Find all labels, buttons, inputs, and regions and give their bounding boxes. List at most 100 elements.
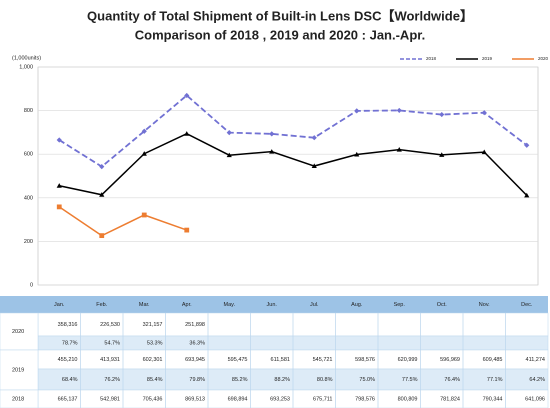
legend-label: 2020	[538, 56, 549, 61]
marker	[56, 137, 62, 143]
marker	[396, 107, 402, 114]
series-line	[58, 206, 188, 237]
row-label: 2019	[12, 367, 24, 373]
table-cell-text: 358,316	[58, 322, 78, 328]
table-cell-text: 251,898	[185, 322, 205, 328]
table-header: Apr.	[182, 302, 192, 308]
table-cell-text: 798,576	[355, 396, 375, 402]
series-line	[59, 132, 528, 196]
row-label-cell	[0, 349, 39, 391]
marker	[311, 135, 317, 141]
table-cell-text: 75.0%	[359, 377, 375, 383]
table-cell-text: 77.5%	[402, 377, 418, 383]
chart-title: Quantity of Total Shipment of Built-in L…	[87, 8, 473, 23]
marker	[141, 212, 147, 218]
table-cell-text: 53.3%	[147, 340, 163, 346]
table-cell-text: 611,581	[271, 357, 290, 363]
marker	[99, 233, 105, 239]
y-tick-label: 400	[24, 195, 33, 201]
marker	[269, 131, 275, 137]
table-cell-text: 598,576	[355, 357, 375, 363]
y-tick-label: 600	[24, 152, 33, 158]
table-header: Jun.	[267, 302, 278, 308]
series-line	[58, 94, 528, 168]
table-header: Oct.	[437, 302, 448, 308]
table-cell-text: 542,981	[100, 396, 120, 402]
table-cell-text: 78.7%	[62, 340, 78, 346]
table-cell-text: 79.8%	[189, 377, 205, 383]
legend-label: 2019	[482, 56, 493, 61]
table-cell-text: 641,096	[525, 396, 545, 402]
table-header: Jan.	[54, 302, 65, 308]
table-cell-text: 68.4%	[62, 377, 78, 383]
marker	[141, 128, 147, 134]
table-cell-text: 77.1%	[487, 377, 503, 383]
marker	[396, 147, 402, 152]
table-cell-text: 693,253	[270, 396, 290, 402]
marker	[354, 108, 360, 114]
table-cell-text: 595,475	[228, 357, 248, 363]
table-cell-text: 800,809	[398, 396, 418, 402]
table-cell-text: 705,436	[143, 396, 163, 402]
y-tick-label: 1,000	[19, 64, 33, 70]
marker	[354, 151, 360, 157]
row-label: 2020	[12, 329, 24, 335]
table-cell-text: 64.2%	[529, 377, 545, 383]
table-cell-text: 545,721	[313, 357, 333, 363]
marker	[439, 152, 445, 157]
table-cell-text: 321,157	[143, 322, 163, 328]
row-label: 2018	[12, 396, 24, 402]
table-cell-text: 675,711	[313, 396, 332, 402]
table-cell-text: 88.2%	[274, 377, 290, 383]
marker	[226, 152, 232, 158]
marker	[481, 149, 487, 155]
table-cell-text: 596,969	[440, 357, 460, 363]
marker	[184, 131, 190, 136]
table-header: Sep.	[394, 302, 406, 308]
table-header: Nov.	[479, 302, 490, 308]
y-axis-label: (1,000units)	[12, 55, 41, 61]
table-cell-text: 609,485	[483, 357, 503, 363]
table-cell-text: 455,210	[58, 357, 78, 363]
marker	[481, 110, 487, 116]
table-cell-text: 698,894	[228, 396, 248, 402]
table-cell-text: 85.4%	[147, 377, 163, 383]
table-cell-text: 869,513	[185, 396, 205, 402]
table-cell-text: 36.3%	[189, 340, 205, 346]
table-cell-text: 85.2%	[232, 377, 248, 383]
table-cell-text: 54.7%	[104, 340, 120, 346]
table-header: May.	[223, 302, 235, 308]
table-cell-text: 76.4%	[444, 377, 460, 383]
marker	[184, 227, 190, 233]
table-cell-text: 781,824	[440, 396, 460, 402]
table-header: Mar.	[139, 302, 150, 308]
table-header: Aug.	[351, 302, 363, 308]
marker	[99, 192, 105, 197]
table-cell-text: 76.2%	[104, 377, 120, 383]
table-cell	[505, 389, 549, 408]
table-cell-text: 665,137	[58, 396, 78, 402]
table-header: Feb.	[96, 302, 107, 308]
table-cell-text: 790,344	[483, 396, 503, 402]
table-cell-text: 413,931	[100, 357, 120, 363]
table-header: Dec.	[521, 302, 533, 308]
marker	[184, 92, 190, 99]
marker	[269, 149, 275, 154]
marker	[56, 204, 62, 210]
marker	[56, 183, 62, 188]
table-header-bg	[0, 296, 548, 313]
legend-label: 2018	[426, 56, 437, 61]
table-header: Jul.	[310, 302, 319, 308]
table-cell-text: 620,999	[398, 357, 418, 363]
table-cell-text: 693,945	[185, 357, 205, 363]
y-tick-label: 0	[30, 282, 33, 288]
marker	[226, 130, 232, 136]
chart-subtitle: Comparison of 2018 , 2019 and 2020 : Jan…	[135, 27, 425, 42]
row-label-cell	[0, 389, 39, 408]
table-cell-text: 411,274	[526, 357, 545, 363]
row-label-cell	[0, 312, 39, 351]
y-tick-label: 800	[24, 108, 33, 114]
marker	[439, 111, 445, 118]
marker	[311, 163, 317, 169]
